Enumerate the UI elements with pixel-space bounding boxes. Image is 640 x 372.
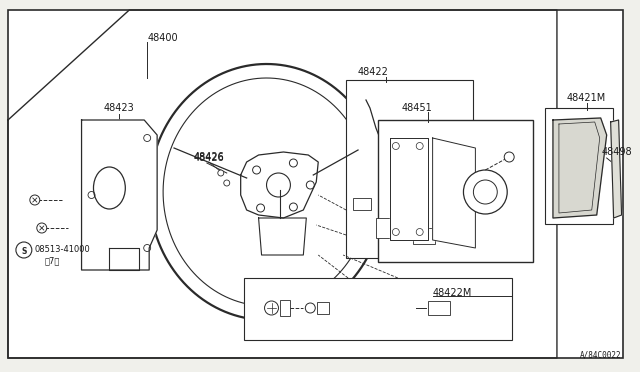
Polygon shape: [433, 138, 476, 248]
Bar: [376, 218, 404, 238]
Polygon shape: [259, 218, 307, 255]
Text: 48421M: 48421M: [567, 93, 606, 103]
Circle shape: [16, 242, 32, 258]
Text: 48426: 48426: [194, 152, 225, 162]
Polygon shape: [611, 120, 621, 218]
Polygon shape: [241, 152, 318, 218]
Bar: [428, 301, 449, 315]
Ellipse shape: [93, 167, 125, 209]
Bar: [413, 228, 435, 244]
Text: 48498: 48498: [602, 147, 632, 157]
Text: 48451: 48451: [402, 103, 433, 113]
Polygon shape: [109, 248, 140, 270]
Polygon shape: [81, 120, 157, 270]
Bar: [353, 198, 371, 210]
Bar: [346, 80, 474, 258]
Circle shape: [264, 301, 278, 315]
Circle shape: [30, 195, 40, 205]
Text: 08513-41000: 08513-41000: [35, 244, 90, 253]
Bar: [545, 108, 612, 224]
Bar: [378, 120, 533, 262]
Polygon shape: [553, 118, 607, 218]
Text: A/84C0022: A/84C0022: [580, 351, 621, 360]
Bar: [317, 302, 329, 314]
Circle shape: [463, 170, 508, 214]
Text: 48400: 48400: [147, 33, 178, 43]
Bar: [244, 278, 512, 340]
Circle shape: [504, 152, 514, 162]
Text: 48422M: 48422M: [433, 288, 472, 298]
Circle shape: [305, 303, 316, 313]
Text: 48426: 48426: [194, 153, 225, 163]
Text: 〈7〉: 〈7〉: [45, 257, 60, 266]
Circle shape: [474, 180, 497, 204]
Circle shape: [224, 180, 230, 186]
Text: 48423: 48423: [104, 103, 134, 113]
Polygon shape: [390, 138, 428, 240]
Text: S: S: [21, 247, 26, 256]
Circle shape: [36, 223, 47, 233]
Circle shape: [218, 170, 224, 176]
Text: 48422: 48422: [358, 67, 389, 77]
Circle shape: [266, 173, 291, 197]
Bar: [280, 300, 291, 316]
